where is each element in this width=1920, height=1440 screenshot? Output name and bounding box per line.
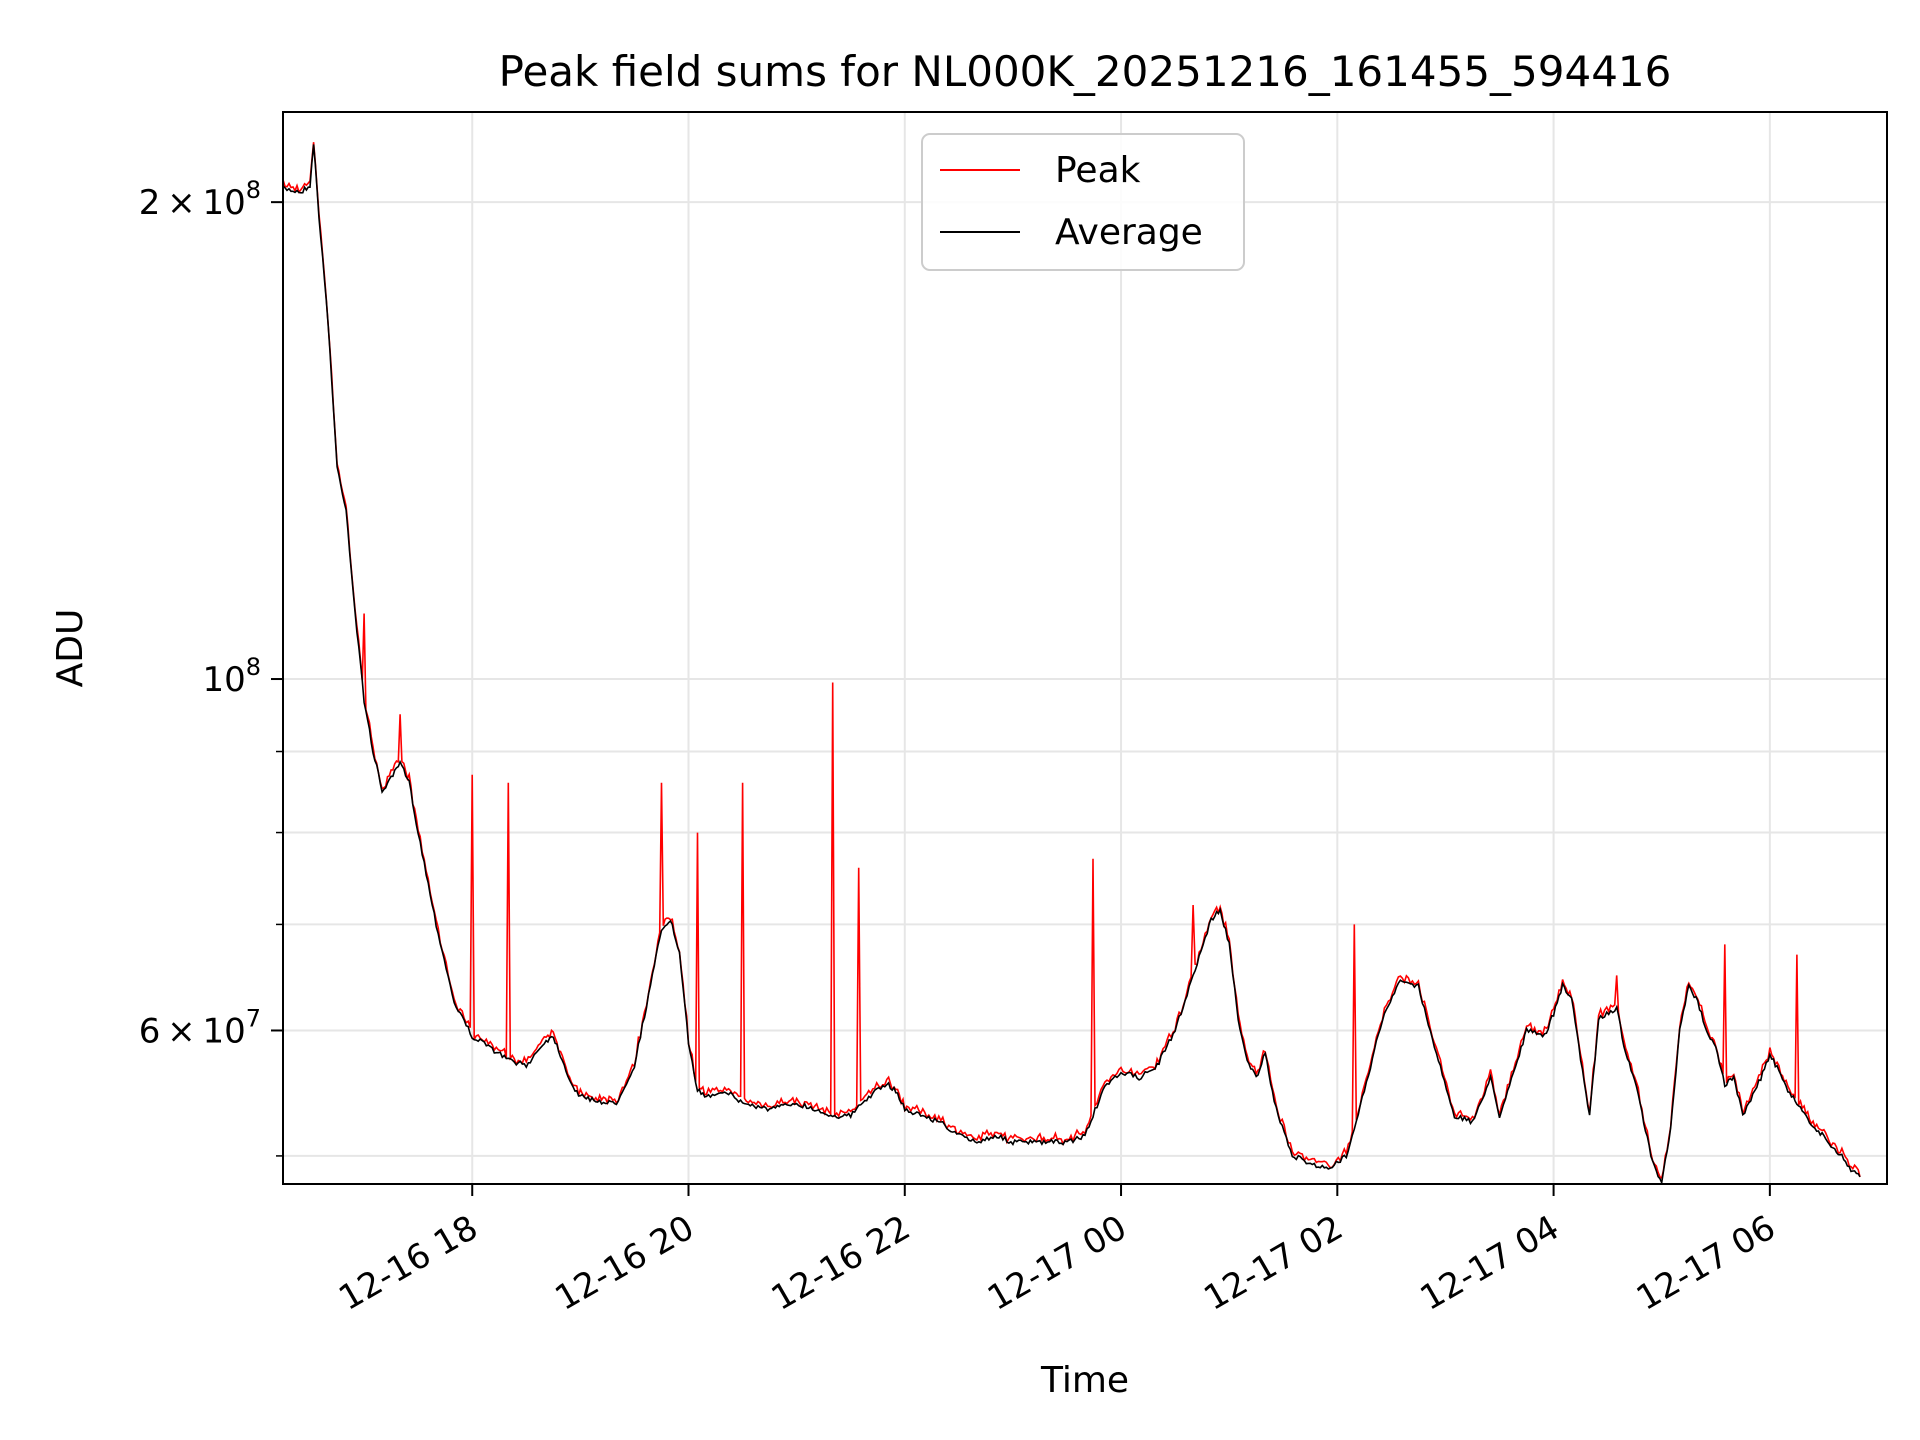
plot-frame: [282, 111, 1888, 1185]
legend-box: [921, 133, 1245, 271]
legend-average-label: Average: [1055, 212, 1203, 253]
y-axis: 6 × 107 108 2 × 108: [139, 176, 283, 1157]
average-series-line: [283, 144, 1861, 1184]
chart-title: Peak field sums for NL000K_20251216_1614…: [499, 47, 1672, 96]
legend: Peak Average: [921, 133, 1245, 271]
y-axis-label: ADU: [50, 609, 91, 688]
peak-series-line: [283, 142, 1861, 1180]
x-axis-label: Time: [1040, 1360, 1129, 1401]
y-tick-label: 108: [202, 653, 261, 700]
y-tick-label: 6 × 107: [139, 1004, 261, 1051]
y-tick-label: 2 × 108: [139, 176, 261, 223]
legend-peak-label: Peak: [1055, 150, 1141, 191]
